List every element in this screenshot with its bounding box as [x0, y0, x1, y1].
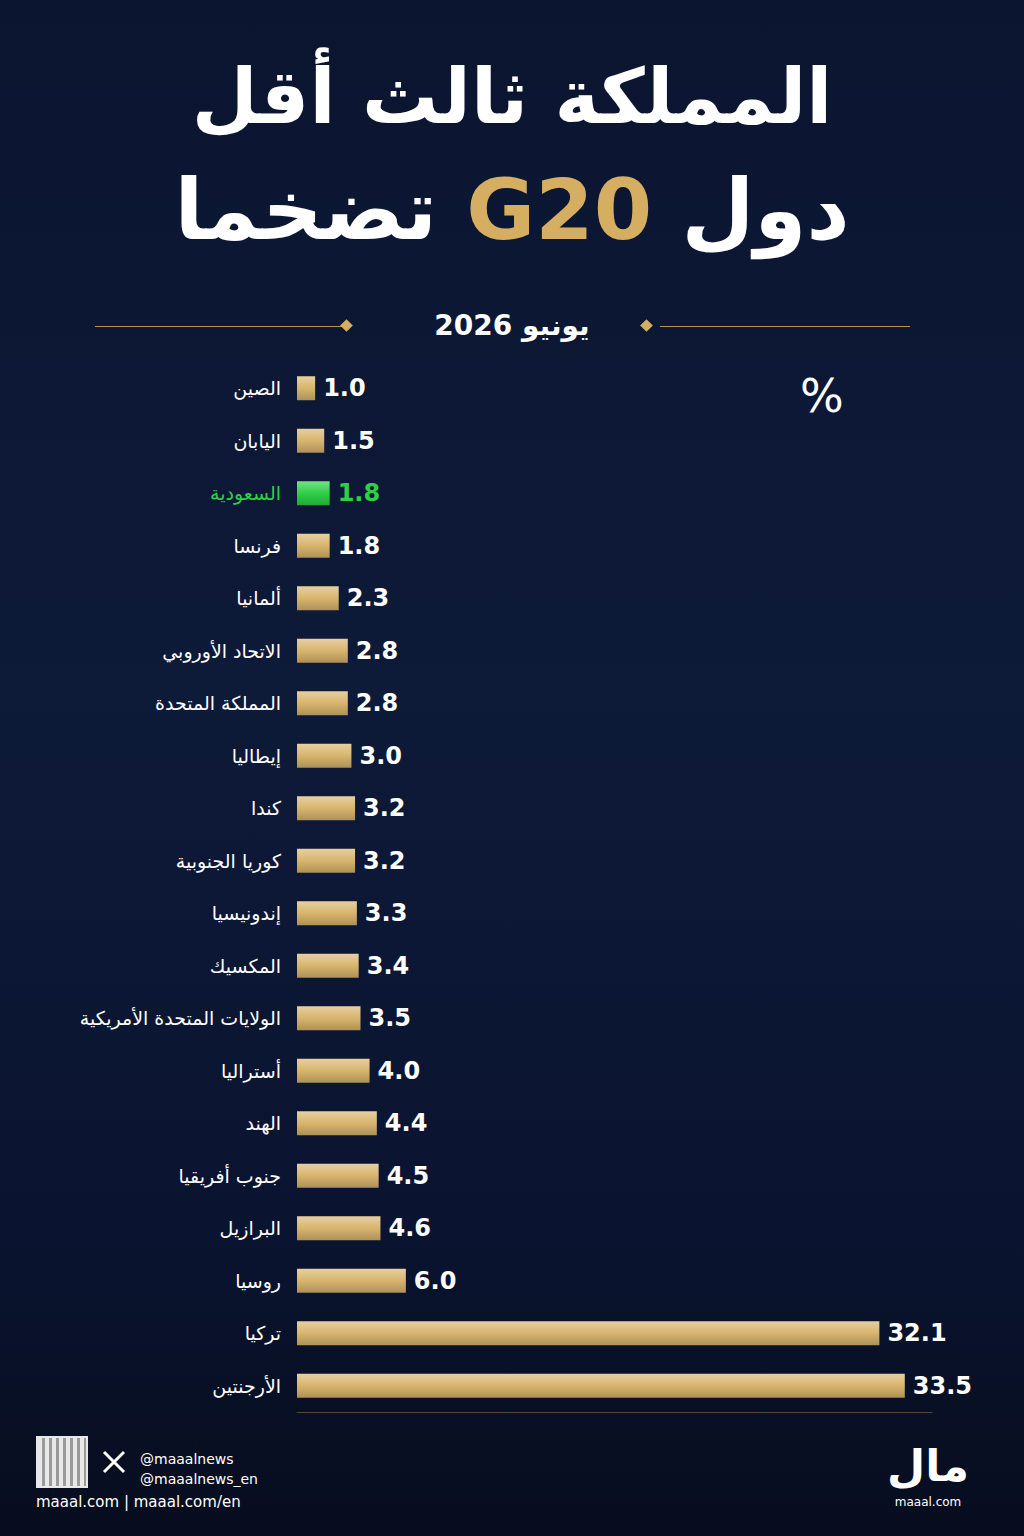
html-text:دول: دول — [652, 161, 850, 259]
svg-text:3.4: 3.4 — [367, 952, 410, 980]
html-text:يونيو 2026: يونيو 2026 — [434, 309, 590, 342]
html-text:تضخما: تضخما — [174, 161, 467, 259]
svg-text:3.0: 3.0 — [359, 742, 402, 770]
svg-text:33.5: 33.5 — [913, 1372, 972, 1400]
svg-text:السعودية: السعودية — [210, 482, 281, 505]
svg-text:جنوب أفريقيا: جنوب أفريقيا — [179, 1164, 282, 1188]
svg-text:تركيا: تركيا — [245, 1322, 281, 1345]
svg-text:2.3: 2.3 — [347, 584, 390, 612]
svg-text:اليابان: اليابان — [233, 430, 281, 452]
svg-text:الأرجنتين: الأرجنتين — [212, 1375, 281, 1398]
svg-text:1.5: 1.5 — [332, 427, 375, 455]
html-text:@maaalnews_en: @maaalnews_en — [140, 1471, 258, 1487]
svg-text:4.0: 4.0 — [378, 1057, 421, 1085]
html-text:@maaalnews: @maaalnews — [140, 1451, 234, 1467]
svg-text:ألمانيا: ألمانيا — [236, 586, 281, 609]
svg-text:1.0: 1.0 — [323, 374, 366, 402]
svg-text:فرنسا: فرنسا — [233, 535, 281, 558]
svg-text:4.4: 4.4 — [385, 1109, 428, 1137]
svg-text:2.8: 2.8 — [356, 689, 399, 717]
svg-text:الصين: الصين — [233, 377, 281, 400]
svg-text:روسيا: روسيا — [235, 1270, 281, 1293]
html-text:maaal.com: maaal.com — [894, 1495, 962, 1509]
svg-text:المملكة المتحدة: المملكة المتحدة — [155, 692, 281, 714]
svg-text:3.3: 3.3 — [365, 899, 408, 927]
svg-text:البرازيل: البرازيل — [220, 1217, 281, 1240]
svg-text:32.1: 32.1 — [887, 1319, 946, 1347]
svg-text:أستراليا: أستراليا — [221, 1059, 281, 1083]
html-text:المملكة ثالث أقل: المملكة ثالث أقل — [191, 52, 833, 141]
svg-text:3.2: 3.2 — [363, 794, 406, 822]
svg-text:الولايات المتحدة الأمريكية: الولايات المتحدة الأمريكية — [80, 1007, 281, 1030]
svg-text:4.6: 4.6 — [388, 1214, 431, 1242]
svg-text:المكسيك: المكسيك — [210, 955, 281, 977]
svg-text:2.8: 2.8 — [356, 637, 399, 665]
svg-text:1.8: 1.8 — [338, 532, 381, 560]
svg-text:6.0: 6.0 — [414, 1267, 457, 1295]
svg-text:الهند: الهند — [245, 1112, 281, 1135]
svg-text:كوريا الجنوبية: كوريا الجنوبية — [176, 850, 282, 873]
svg-text:إندونيسيا: إندونيسيا — [212, 902, 281, 926]
svg-text:3.2: 3.2 — [363, 847, 406, 875]
svg-text:إيطاليا: إيطاليا — [232, 745, 281, 769]
svg-text:الاتحاد الأوروبي: الاتحاد الأوروبي — [162, 640, 281, 663]
svg-text:3.5: 3.5 — [369, 1004, 412, 1032]
svg-text:1.8: 1.8 — [338, 479, 381, 507]
svg-text:كندا: كندا — [251, 797, 282, 819]
html-text:maaal.com | maaal.com/en: maaal.com | maaal.com/en — [36, 1493, 241, 1511]
html-text:مال: مال — [887, 1440, 969, 1491]
html-text:G20: G20 — [466, 161, 653, 259]
svg-text:4.5: 4.5 — [387, 1162, 430, 1190]
